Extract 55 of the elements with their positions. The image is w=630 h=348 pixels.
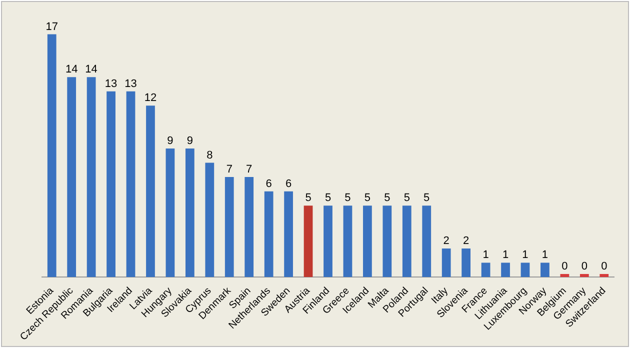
bar <box>185 148 194 277</box>
data-label: 5 <box>305 192 312 204</box>
bar <box>422 206 432 277</box>
data-label: 1 <box>542 249 548 262</box>
data-label: 1 <box>502 249 509 262</box>
data-label: 9 <box>186 135 193 148</box>
data-label: 5 <box>344 192 351 204</box>
bar <box>166 148 175 277</box>
bar <box>462 248 471 277</box>
bar <box>501 262 510 277</box>
bar <box>382 206 392 277</box>
bar <box>205 162 214 277</box>
data-label: 5 <box>384 192 390 204</box>
bar <box>304 206 313 277</box>
data-label: 0 <box>581 260 588 273</box>
bar <box>224 177 234 277</box>
data-label: 17 <box>46 20 58 33</box>
bar <box>481 262 490 277</box>
data-label: 2 <box>463 234 470 247</box>
bar <box>324 206 332 277</box>
data-label: 13 <box>124 78 137 90</box>
data-label: 5 <box>364 192 371 204</box>
bar <box>67 77 76 277</box>
data-label: 14 <box>85 64 98 76</box>
data-label: 0 <box>562 260 568 273</box>
data-label: 6 <box>266 178 272 190</box>
data-label: 2 <box>443 234 450 247</box>
bar <box>540 262 550 277</box>
bar <box>343 206 352 277</box>
data-label: 8 <box>206 149 213 162</box>
bar <box>520 262 530 277</box>
bar <box>402 206 412 277</box>
bar <box>363 206 372 277</box>
data-label: 5 <box>404 192 410 204</box>
data-label: 7 <box>246 164 252 176</box>
bar <box>47 34 56 277</box>
bar <box>126 91 136 277</box>
data-label: 12 <box>144 92 157 104</box>
data-label: 1 <box>482 249 489 262</box>
data-label: 13 <box>104 78 118 90</box>
bar <box>244 177 254 277</box>
bar <box>146 106 155 277</box>
data-label: 9 <box>167 135 174 148</box>
data-label: 5 <box>324 192 332 204</box>
bar <box>106 91 116 277</box>
bar <box>442 248 451 277</box>
data-label: 7 <box>226 164 232 176</box>
data-label: 6 <box>285 178 292 190</box>
bar <box>264 191 274 277</box>
bar <box>284 191 293 277</box>
data-label: 1 <box>522 249 528 262</box>
data-label: 5 <box>424 192 430 204</box>
bar <box>86 77 96 277</box>
data-label: 0 <box>601 260 608 273</box>
data-label: 14 <box>65 64 78 76</box>
